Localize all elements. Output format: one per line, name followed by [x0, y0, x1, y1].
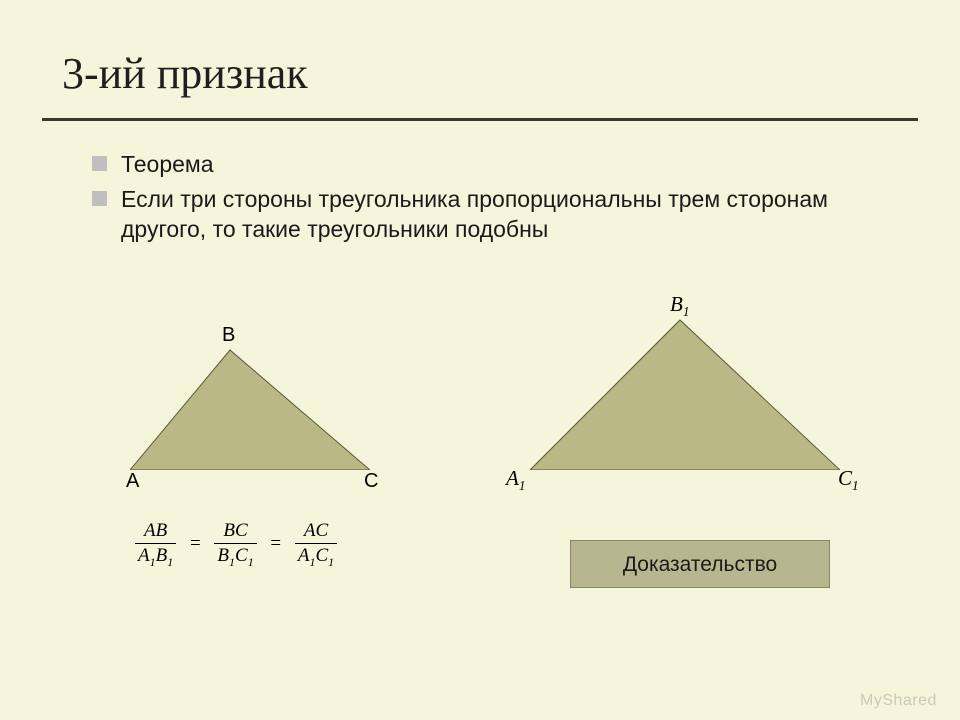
triangle-abc-shape: [130, 340, 370, 470]
vertex-a-label: A: [126, 470, 139, 493]
slide-title: 3-ий признак: [62, 48, 308, 99]
bullet-marker-icon: [92, 156, 107, 171]
bullet-text: Теорема: [121, 150, 910, 179]
triangle-a1b1c1: B1 A1 C1: [530, 310, 840, 475]
vertex-b-label: В: [222, 324, 235, 347]
watermark: MyShared: [860, 692, 937, 710]
vertex-c1-label: C1: [838, 466, 859, 494]
title-underline: [42, 118, 918, 121]
bullet-text: Если три стороны треугольника пропорцион…: [121, 185, 910, 244]
vertex-c-label: С: [364, 470, 378, 493]
proof-button[interactable]: Доказательство: [570, 540, 830, 588]
list-item: Если три стороны треугольника пропорцион…: [92, 185, 910, 244]
list-item: Теорема: [92, 150, 910, 179]
triangle-a1b1c1-shape: [530, 310, 840, 470]
vertex-b1-label: B1: [670, 292, 689, 320]
bullet-marker-icon: [92, 191, 107, 206]
proportion-formula: AB A1B1 = BC B1C1 = AC A1C1: [132, 520, 340, 570]
bullet-list: Теорема Если три стороны треугольника пр…: [92, 150, 910, 250]
vertex-a1-label: A1: [506, 466, 525, 494]
triangle-abc: В A С: [130, 340, 370, 475]
